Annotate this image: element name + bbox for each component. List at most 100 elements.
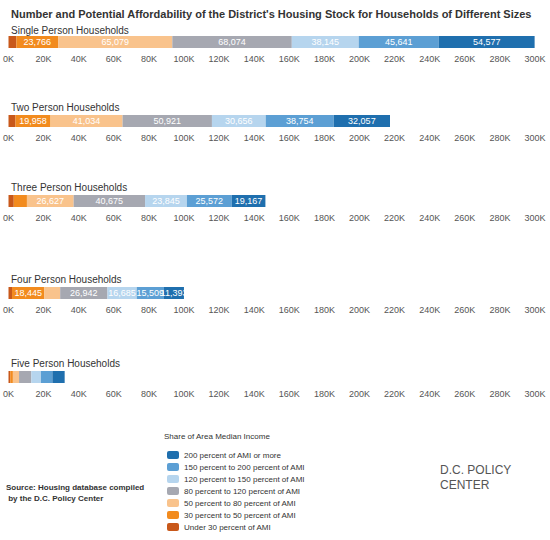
- svg-text:20K: 20K: [36, 54, 52, 64]
- svg-text:300K: 300K: [524, 54, 545, 64]
- svg-text:240K: 240K: [419, 213, 440, 223]
- svg-text:200K: 200K: [349, 305, 370, 315]
- svg-text:41,034: 41,034: [73, 116, 101, 126]
- svg-text:160K: 160K: [279, 389, 300, 399]
- svg-text:150 percent to 200 percent of: 150 percent to 200 percent of AMI: [184, 463, 305, 472]
- svg-text:Single Person Households: Single Person Households: [11, 25, 129, 36]
- svg-text:40K: 40K: [71, 54, 87, 64]
- svg-text:80K: 80K: [141, 389, 157, 399]
- svg-text:240K: 240K: [419, 389, 440, 399]
- svg-text:18,445: 18,445: [14, 288, 42, 298]
- svg-text:120K: 120K: [209, 213, 230, 223]
- svg-text:Two Person Households: Two Person Households: [11, 102, 119, 113]
- svg-text:300K: 300K: [524, 133, 545, 143]
- svg-text:120K: 120K: [209, 305, 230, 315]
- svg-text:60K: 60K: [106, 305, 122, 315]
- svg-text:180K: 180K: [314, 54, 335, 64]
- svg-text:100K: 100K: [173, 213, 194, 223]
- svg-text:0K: 0K: [3, 389, 14, 399]
- svg-text:26,627: 26,627: [37, 196, 65, 206]
- svg-text:38,145: 38,145: [311, 37, 339, 47]
- svg-text:300K: 300K: [524, 213, 545, 223]
- svg-text:80K: 80K: [141, 305, 157, 315]
- svg-text:Number and Potential Affordabi: Number and Potential Affordability of th…: [11, 8, 531, 20]
- svg-text:120K: 120K: [209, 54, 230, 64]
- svg-text:100K: 100K: [173, 54, 194, 64]
- svg-text:Source: Housing database compi: Source: Housing database compiled: [6, 483, 144, 492]
- svg-text:Five Person Households: Five Person Households: [11, 358, 120, 369]
- svg-text:280K: 280K: [489, 213, 510, 223]
- svg-text:160K: 160K: [279, 305, 300, 315]
- svg-text:19,958: 19,958: [19, 116, 47, 126]
- svg-text:0K: 0K: [3, 213, 14, 223]
- svg-text:0K: 0K: [3, 305, 14, 315]
- svg-text:Four Person Households: Four Person Households: [11, 274, 122, 285]
- svg-text:220K: 220K: [384, 133, 405, 143]
- svg-text:240K: 240K: [419, 54, 440, 64]
- svg-text:240K: 240K: [419, 133, 440, 143]
- svg-text:120K: 120K: [209, 133, 230, 143]
- svg-text:140K: 140K: [244, 133, 265, 143]
- svg-text:180K: 180K: [314, 133, 335, 143]
- svg-text:200K: 200K: [349, 389, 370, 399]
- svg-text:30 percent to 50 percent of AM: 30 percent to 50 percent of AMI: [184, 511, 296, 520]
- svg-text:68,074: 68,074: [218, 37, 246, 47]
- svg-text:120K: 120K: [209, 389, 230, 399]
- svg-text:50 percent to 80 percent of AM: 50 percent to 80 percent of AMI: [184, 499, 296, 508]
- svg-text:11,393: 11,393: [161, 288, 188, 298]
- svg-text:260K: 260K: [454, 213, 475, 223]
- svg-text:40K: 40K: [71, 133, 87, 143]
- svg-text:80K: 80K: [141, 54, 157, 64]
- svg-text:180K: 180K: [314, 305, 335, 315]
- svg-text:100K: 100K: [173, 389, 194, 399]
- svg-text:23,766: 23,766: [23, 37, 51, 47]
- svg-text:38,754: 38,754: [286, 116, 314, 126]
- svg-text:20K: 20K: [36, 389, 52, 399]
- svg-text:0K: 0K: [3, 54, 14, 64]
- svg-text:25,572: 25,572: [196, 196, 224, 206]
- svg-text:40K: 40K: [71, 389, 87, 399]
- svg-text:20K: 20K: [36, 213, 52, 223]
- svg-text:100K: 100K: [173, 133, 194, 143]
- svg-text:160K: 160K: [279, 54, 300, 64]
- svg-text:120 percent to 150 percent of: 120 percent to 150 percent of AMI: [184, 475, 305, 484]
- svg-text:19,167: 19,167: [235, 196, 263, 206]
- svg-text:280K: 280K: [489, 305, 510, 315]
- svg-text:100K: 100K: [173, 305, 194, 315]
- svg-text:140K: 140K: [244, 213, 265, 223]
- svg-text:180K: 180K: [314, 213, 335, 223]
- svg-text:200K: 200K: [349, 133, 370, 143]
- svg-text:260K: 260K: [454, 133, 475, 143]
- svg-text:65,079: 65,079: [101, 37, 129, 47]
- svg-text:140K: 140K: [244, 389, 265, 399]
- svg-text:CENTER: CENTER: [440, 478, 490, 492]
- svg-text:200K: 200K: [349, 54, 370, 64]
- svg-text:220K: 220K: [384, 305, 405, 315]
- svg-text:220K: 220K: [384, 213, 405, 223]
- svg-text:32,057: 32,057: [348, 116, 376, 126]
- svg-text:140K: 140K: [244, 305, 265, 315]
- svg-text:60K: 60K: [106, 389, 122, 399]
- svg-text:23,845: 23,845: [152, 196, 180, 206]
- svg-text:0K: 0K: [3, 133, 14, 143]
- svg-text:80K: 80K: [141, 213, 157, 223]
- svg-text:220K: 220K: [384, 54, 405, 64]
- svg-text:200K: 200K: [349, 213, 370, 223]
- svg-text:160K: 160K: [279, 213, 300, 223]
- svg-text:300K: 300K: [524, 305, 545, 315]
- svg-text:by the D.C. Policy Center: by the D.C. Policy Center: [6, 494, 103, 503]
- svg-text:54,577: 54,577: [473, 37, 501, 47]
- svg-text:Share of Area Median Income: Share of Area Median Income: [164, 432, 270, 441]
- svg-text:300K: 300K: [524, 389, 545, 399]
- svg-text:60K: 60K: [106, 54, 122, 64]
- svg-text:40,675: 40,675: [96, 196, 124, 206]
- svg-text:260K: 260K: [454, 54, 475, 64]
- svg-text:80 percent to 120 percent of A: 80 percent to 120 percent of AMI: [184, 487, 300, 496]
- svg-text:Under 30 percent of AMI: Under 30 percent of AMI: [184, 523, 271, 532]
- svg-text:80K: 80K: [141, 133, 157, 143]
- svg-text:30,656: 30,656: [225, 116, 253, 126]
- svg-text:45,641: 45,641: [385, 37, 413, 47]
- svg-text:200 percent of AMI or more: 200 percent of AMI or more: [184, 451, 281, 460]
- svg-text:60K: 60K: [106, 133, 122, 143]
- svg-text:260K: 260K: [454, 305, 475, 315]
